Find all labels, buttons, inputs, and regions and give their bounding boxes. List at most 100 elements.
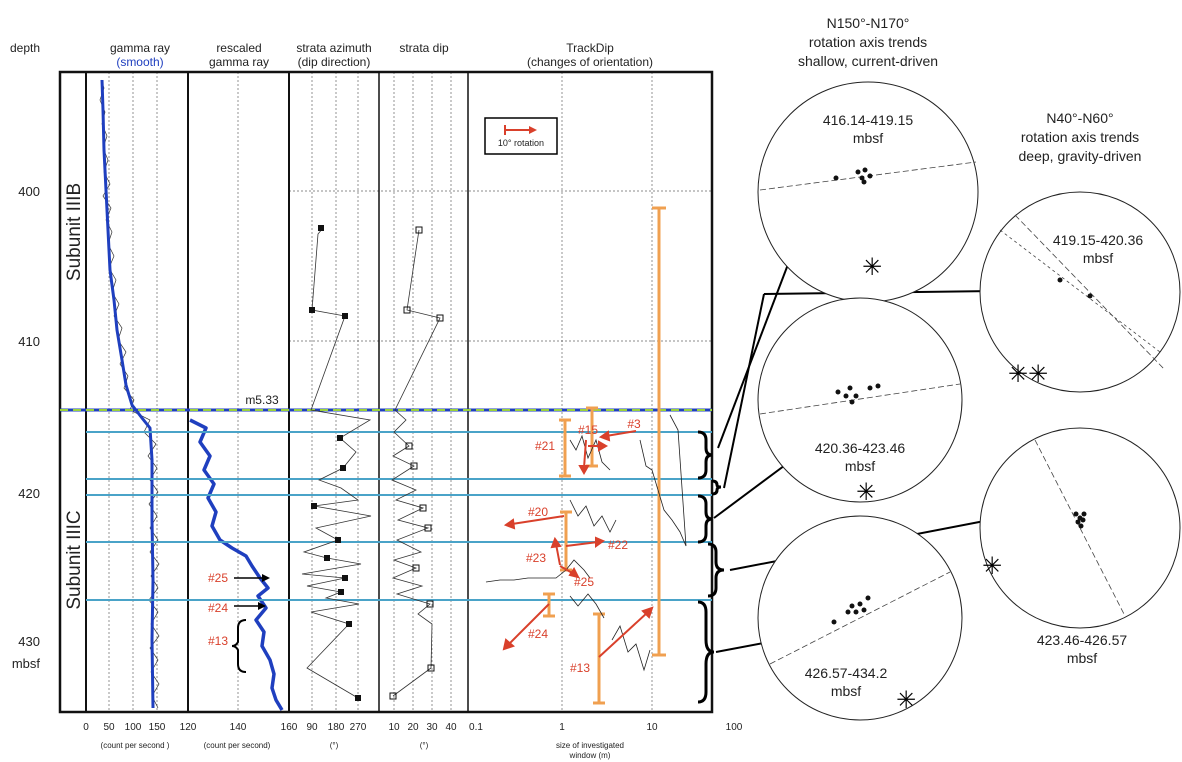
rescaled-header-1: rescaled xyxy=(216,41,261,55)
azimuth-unit: (°) xyxy=(330,741,339,750)
dip-series xyxy=(391,229,441,697)
rescaled-tick-120: 120 xyxy=(180,722,197,733)
dip-unit: (°) xyxy=(420,741,429,750)
stereonet-416-419: ✳ 416.14-419.15 mbsf xyxy=(757,81,979,303)
azimuth-tick-90: 90 xyxy=(306,722,318,733)
group-title-left-2: rotation axis trends xyxy=(809,34,927,50)
rescaled-tick-140: 140 xyxy=(230,722,247,733)
trackdip-legend xyxy=(484,117,558,155)
trackdip-header-2: (changes of orientation) xyxy=(527,55,653,69)
track-marker-25: #25 xyxy=(574,575,594,589)
dip-tick-10: 10 xyxy=(388,722,400,733)
bottom-units: (count per second ) (count per second) (… xyxy=(101,741,624,760)
dip-header: strata dip xyxy=(399,41,449,55)
pole-asterisk: ✳ xyxy=(856,478,876,506)
depth-label-420: 420 xyxy=(18,486,40,501)
track-tick-1: 1 xyxy=(559,722,565,733)
rescaled-header-2: gamma ray xyxy=(209,55,269,69)
track-marker-22: #22 xyxy=(608,538,628,552)
depth-unit-label: mbsf xyxy=(12,656,41,671)
azimuth-points xyxy=(309,225,361,701)
stereonet-3-range: 420.36-423.46 xyxy=(815,440,906,456)
azimuth-tick-270: 270 xyxy=(350,722,367,733)
pole-asterisk: ✳ xyxy=(982,552,1002,580)
azimuth-header-1: strata azimuth xyxy=(296,41,371,55)
pole-asterisk: ✳ xyxy=(862,253,882,281)
pole-asterisks: ✳✳ xyxy=(1008,360,1048,388)
rescaled-gamma-curve xyxy=(189,418,284,711)
gamma-smooth-text: smooth xyxy=(120,55,159,69)
bottom-axes: 0 50 100 150 120 140 160 90 180 270 10 2… xyxy=(83,722,743,733)
group-title-right: N40°-N60° rotation axis trends deep, gra… xyxy=(1019,110,1142,164)
stereonet-420-423: ✳ 420.36-423.46 mbsf xyxy=(757,297,963,506)
stereonet-419-420: ✳✳ 419.15-420.36 mbsf xyxy=(979,191,1181,393)
pole-asterisk: ✳ xyxy=(896,686,916,714)
track-tick-0.1: 0.1 xyxy=(469,722,483,733)
stereonet-2-range: 419.15-420.36 xyxy=(1053,232,1144,248)
stereonet-3-unit: mbsf xyxy=(845,458,875,474)
track-tick-100: 100 xyxy=(726,722,743,733)
stereonet-5-unit: mbsf xyxy=(831,683,861,699)
dip-tick-20: 20 xyxy=(407,722,419,733)
track-marker-21: #21 xyxy=(535,439,555,453)
gamma-smooth-label: (smooth) xyxy=(116,55,163,69)
trackdip-traces xyxy=(485,414,687,672)
track-marker-3: #3 xyxy=(627,417,641,431)
stereonet-426-434: ✳ 426.57-434.2 mbsf xyxy=(757,515,963,721)
track-marker-15: #15 xyxy=(578,423,598,437)
dip-tick-40: 40 xyxy=(445,722,457,733)
group-title-right-2: rotation axis trends xyxy=(1021,129,1139,145)
stereonet-5-range: 426.57-434.2 xyxy=(805,665,888,681)
interval-braces xyxy=(697,430,725,704)
azimuth-tick-180: 180 xyxy=(328,722,345,733)
stereonet-4-range: 423.46-426.57 xyxy=(1037,632,1128,648)
track-marker-13: #13 xyxy=(570,661,590,675)
gamma-tick-150: 150 xyxy=(149,722,166,733)
depth-label-430: 430 xyxy=(18,634,40,649)
gamma-tick-0: 0 xyxy=(83,722,89,733)
rotation-arrows xyxy=(502,430,654,658)
stereonet-2-unit: mbsf xyxy=(1083,250,1113,266)
group-title-right-3: deep, gravity-driven xyxy=(1019,148,1142,164)
m533-label: m5.33 xyxy=(245,393,279,407)
track-marker-24: #24 xyxy=(528,627,548,641)
stereonet-4-unit: mbsf xyxy=(1067,650,1097,666)
rescaled-unit: (count per second) xyxy=(204,741,271,750)
rescaled-tick-160: 160 xyxy=(281,722,298,733)
azimuth-header-2: (dip direction) xyxy=(298,55,371,69)
gamma-marker-13-brace xyxy=(231,619,247,673)
depth-label-410: 410 xyxy=(18,334,40,349)
group-title-left: N150°-N170° rotation axis trends shallow… xyxy=(798,15,938,69)
boundary-lines xyxy=(60,408,712,601)
gamma-marker-25-arrowhead xyxy=(262,574,270,582)
panel-frames xyxy=(58,70,714,714)
gamma-smooth-curve xyxy=(100,79,155,709)
gamma-marker-24-arrowhead xyxy=(258,602,266,610)
subunit-IIIB-label: Subunit IIIB xyxy=(64,183,85,281)
subunit-IIIC-label: Subunit IIIC xyxy=(64,510,85,609)
gamma-marker-24: #24 xyxy=(208,601,228,615)
stereonet-423-426: ✳ 423.46-426.57 mbsf xyxy=(979,427,1181,666)
gamma-tick-50: 50 xyxy=(103,722,115,733)
group-title-left-3: shallow, current-driven xyxy=(798,53,938,69)
dip-points xyxy=(389,226,444,700)
legend-arrowhead xyxy=(529,126,537,134)
gamma-marker-25: #25 xyxy=(208,571,228,585)
gamma-unit: (count per second ) xyxy=(101,741,170,750)
gamma-header: gamma ray xyxy=(110,41,170,55)
stereonet-1-range: 416.14-419.15 xyxy=(823,112,914,128)
gamma-marker-13: #13 xyxy=(208,634,228,648)
group-title-left-1: N150°-N170° xyxy=(827,15,910,31)
track-marker-23: #23 xyxy=(526,551,546,565)
track-unit-1: size of investigated xyxy=(556,741,624,750)
azimuth-series xyxy=(301,227,372,699)
gamma-tick-100: 100 xyxy=(125,722,142,733)
track-unit-2: window (m) xyxy=(569,751,611,760)
track-tick-10: 10 xyxy=(646,722,658,733)
window-bars xyxy=(543,206,666,705)
grid-lines xyxy=(108,72,712,712)
depth-label-400: 400 xyxy=(18,184,40,199)
dip-tick-30: 30 xyxy=(426,722,438,733)
